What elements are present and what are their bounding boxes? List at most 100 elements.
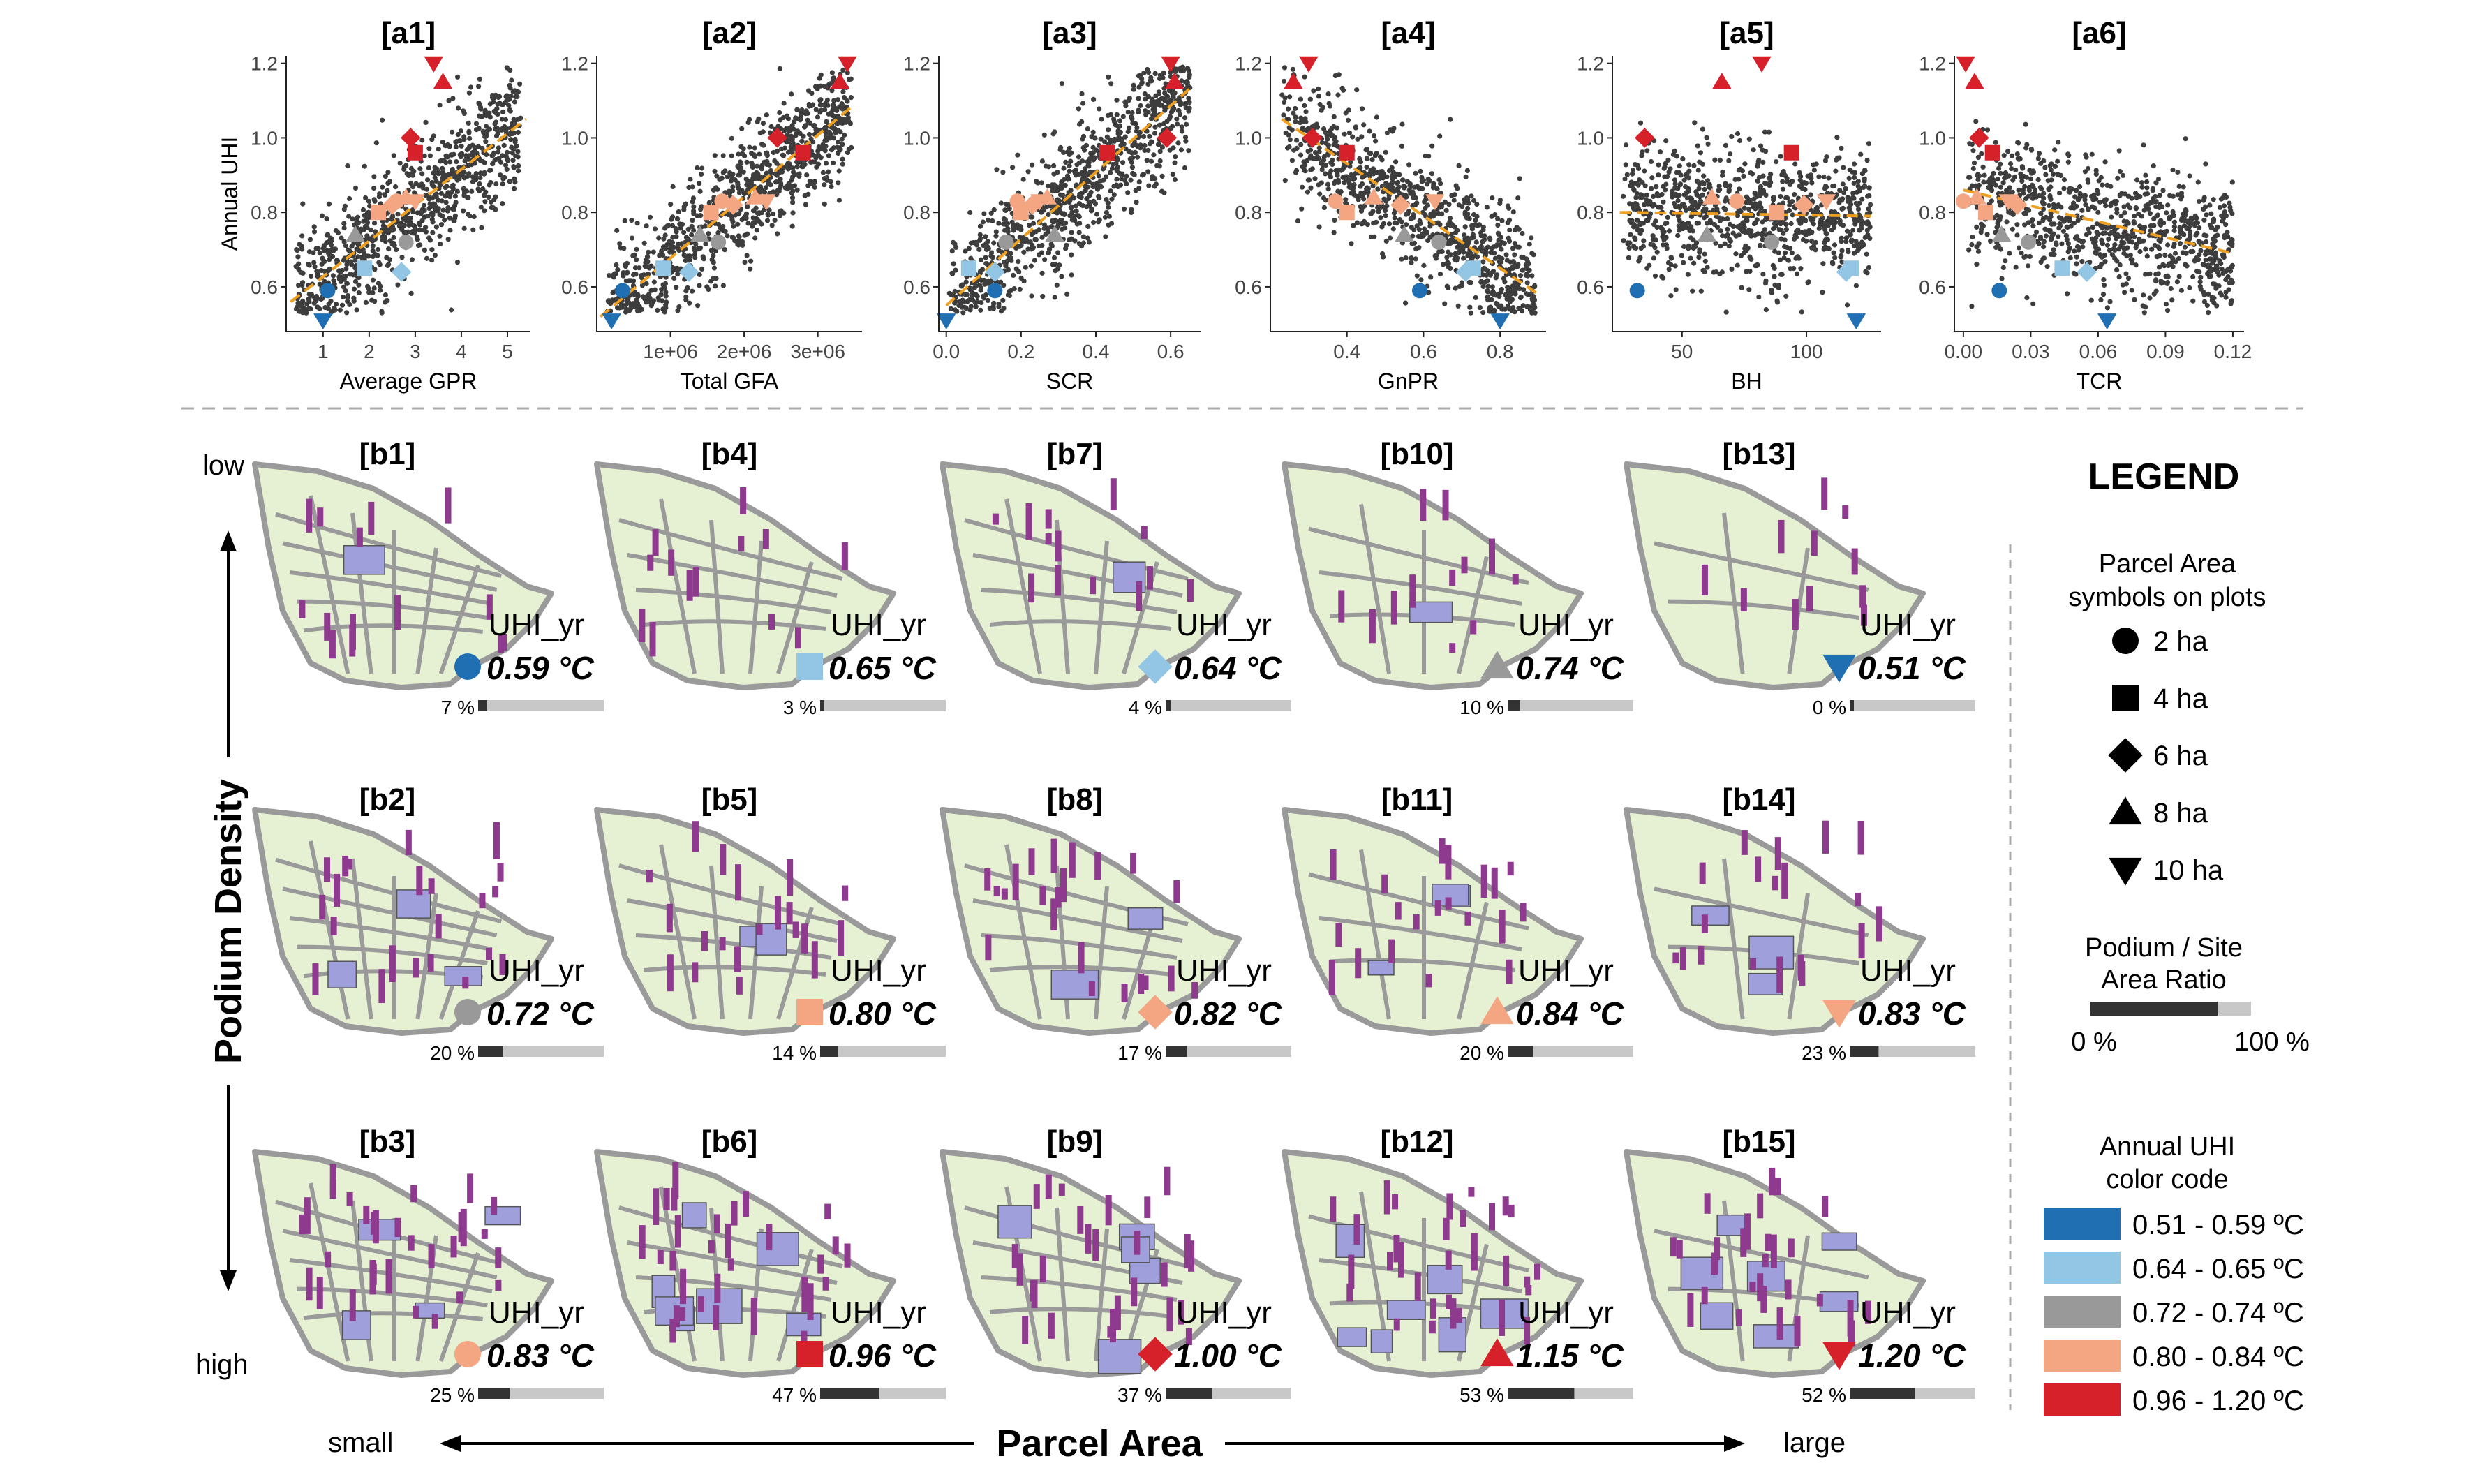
data-point — [1335, 92, 1341, 98]
data-point — [436, 147, 441, 152]
data-point — [1473, 239, 1479, 245]
data-point — [1532, 310, 1538, 316]
data-point — [1282, 65, 1288, 71]
data-point — [1656, 172, 1661, 178]
data-point — [1808, 215, 1813, 221]
data-point — [466, 120, 471, 126]
site-marker — [1431, 234, 1447, 250]
data-point — [341, 221, 347, 226]
data-point — [1723, 183, 1728, 188]
data-point — [1149, 102, 1154, 108]
data-point — [1145, 169, 1151, 175]
data-point — [1370, 183, 1376, 188]
data-point — [1001, 259, 1007, 265]
data-point — [1862, 168, 1868, 174]
data-point — [775, 231, 780, 237]
data-point — [1008, 251, 1013, 256]
data-point — [713, 185, 719, 191]
data-point — [1816, 225, 1822, 231]
data-point — [952, 288, 958, 295]
data-point — [376, 194, 383, 200]
data-point — [1736, 168, 1742, 173]
data-point — [1809, 180, 1815, 186]
data-point — [760, 129, 766, 135]
y-tick-label: 0.6 — [1577, 276, 1604, 298]
data-point — [1780, 179, 1785, 184]
data-point — [445, 142, 451, 148]
data-point — [1023, 265, 1028, 270]
data-point — [386, 262, 392, 267]
data-point — [1418, 168, 1423, 174]
data-point — [1478, 244, 1484, 249]
data-point — [455, 132, 461, 138]
data-point — [1746, 136, 1752, 142]
data-point — [307, 237, 313, 242]
data-point — [437, 233, 443, 239]
data-point — [1782, 244, 1788, 250]
data-point — [1527, 267, 1532, 273]
data-point — [812, 123, 817, 128]
data-point — [1840, 181, 1846, 187]
data-point — [482, 199, 488, 205]
data-point — [1698, 198, 1703, 204]
data-point — [1676, 203, 1681, 209]
data-point — [508, 137, 514, 142]
site-marker — [1836, 262, 1857, 282]
data-point — [1480, 283, 1486, 290]
data-point — [1821, 174, 1827, 179]
data-point — [364, 225, 370, 230]
data-point — [964, 292, 970, 297]
data-point — [1353, 124, 1359, 130]
data-point — [1832, 242, 1838, 248]
data-point — [1490, 195, 1495, 201]
point-cloud — [604, 66, 854, 315]
data-point — [1450, 235, 1456, 241]
data-point — [1134, 142, 1140, 148]
data-point — [683, 201, 689, 207]
data-point — [784, 184, 789, 189]
data-point — [1167, 147, 1173, 153]
data-point — [2178, 288, 2184, 293]
data-point — [311, 229, 318, 235]
data-point — [489, 153, 495, 158]
data-point — [1049, 244, 1055, 249]
data-point — [2190, 248, 2196, 254]
data-point — [1661, 199, 1666, 205]
data-point — [1791, 266, 1797, 272]
data-point — [1186, 68, 1192, 74]
data-point — [1358, 204, 1363, 209]
data-point — [951, 261, 956, 267]
data-point — [354, 307, 359, 313]
data-point — [1065, 177, 1071, 182]
data-point — [1040, 294, 1046, 299]
data-point — [1018, 238, 1024, 244]
data-point — [1858, 151, 1864, 157]
data-point — [1087, 200, 1093, 205]
data-point — [1098, 136, 1104, 142]
data-point — [2155, 177, 2162, 182]
data-point — [1714, 214, 1719, 220]
data-point — [1677, 228, 1682, 233]
data-point — [1381, 171, 1386, 177]
data-point — [453, 139, 459, 144]
data-point — [1161, 85, 1167, 91]
data-point — [1455, 228, 1460, 233]
site-marker — [346, 225, 365, 242]
data-point — [1866, 141, 1871, 147]
data-point — [1695, 168, 1701, 173]
data-point — [1504, 258, 1510, 263]
data-point — [1401, 183, 1406, 189]
data-point — [1436, 211, 1441, 216]
site-marker — [320, 283, 336, 299]
data-point — [482, 171, 487, 177]
data-point — [729, 176, 735, 181]
data-point — [1647, 262, 1652, 268]
y-tick-label: 0.8 — [1577, 202, 1604, 223]
data-point — [1520, 303, 1526, 309]
data-point — [479, 225, 484, 230]
data-point — [1007, 206, 1012, 212]
data-point — [1422, 212, 1427, 217]
data-point — [1490, 244, 1496, 250]
data-point — [1309, 166, 1315, 172]
data-point — [450, 206, 455, 212]
